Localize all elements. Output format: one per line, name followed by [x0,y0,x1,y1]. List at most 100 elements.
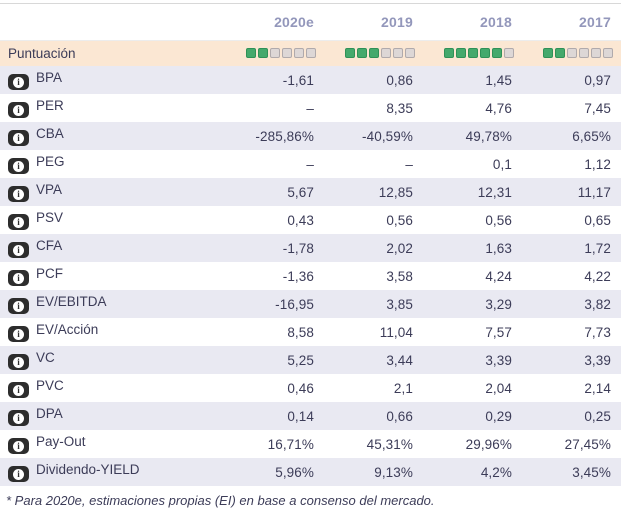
metric-value-2018: 4,76 [485,100,512,116]
metric-label-cell: i PVC [0,374,225,402]
score-cell-2019 [324,40,423,66]
metric-row: i BPA -1,61 0,86 1,45 0,97 [0,66,621,94]
score-square-empty [306,48,316,58]
info-icon[interactable]: i [8,74,29,91]
metric-label-cell: i Pay-Out [0,430,225,458]
metric-value-2020e: -285,86% [225,122,324,150]
metric-value-2018: 0,29 [423,402,522,430]
metric-label-cell: i VPA [0,178,225,206]
metric-label-cell: i PCF [0,262,225,290]
metric-label: PER [36,97,64,113]
metric-label-cell: i EV/EBITDA [0,290,225,318]
metric-value-2019: 45,31% [366,436,413,452]
metric-value-2018: 29,96% [465,436,512,452]
metric-label: PEG [36,153,65,169]
info-icon[interactable]: i [8,102,29,119]
info-icon-glyph: i [13,76,24,88]
info-icon[interactable]: i [8,382,29,399]
score-square-empty [567,48,577,58]
metric-value-2020e: 0,14 [225,402,324,430]
info-icon-glyph: i [13,440,24,452]
year-header-2020e: 2020e [225,3,324,41]
metric-value-2019: 12,85 [324,178,423,206]
score-row: Puntuación [0,40,621,66]
info-icon[interactable]: i [8,214,29,231]
metric-label-cell: i Dividendo-YIELD [0,458,225,486]
score-square-empty [282,48,292,58]
info-icon[interactable]: i [8,186,29,203]
info-icon[interactable]: i [8,158,29,175]
info-icon-glyph: i [13,104,24,116]
score-cell-2020e [225,40,324,66]
score-square-filled [456,48,466,58]
info-icon[interactable]: i [8,130,29,147]
metric-label: CFA [36,237,63,253]
info-icon-glyph: i [13,300,24,312]
metric-label: Dividendo-YIELD [36,461,140,477]
score-square-filled [258,48,268,58]
metric-value-2018: 4,24 [485,268,512,284]
metric-row: i Pay-Out 16,71% 45,31% 29,96% 27,45% [0,430,621,458]
metric-row: i PVC 0,46 2,1 2,04 2,14 [0,374,621,402]
metric-value-2017: 1,12 [584,156,611,172]
score-square-filled [246,48,256,58]
info-icon-glyph: i [13,468,24,480]
metric-label: PSV [36,209,64,225]
metric-value-2018: 1,45 [423,66,522,94]
metric-value-2018: 3,29 [423,290,522,318]
metric-value-2020e: -16,95 [225,290,324,318]
metric-value-2017: 7,45 [584,100,611,116]
metric-label-cell: i DPA [0,402,225,430]
metric-value-2020e: – [306,156,314,172]
metric-row: i EV/EBITDA -16,95 3,85 3,29 3,82 [0,290,621,318]
score-row-label: Puntuación [0,40,225,66]
metric-value-2019: 3,44 [324,346,423,374]
footnote: * Para 2020e, estimaciones propias (EI) … [6,493,435,508]
metric-label-cell: i CBA [0,122,225,150]
year-header-row: 2020e 2019 2018 2017 [0,3,621,41]
metric-label: CBA [36,125,64,141]
metric-value-2018: 0,56 [485,212,512,228]
metric-value-2019: 2,02 [324,234,423,262]
metric-label-cell: i VC [0,346,225,374]
info-icon[interactable]: i [8,354,29,371]
info-icon[interactable]: i [8,270,29,287]
metric-row: i PER – 8,35 4,76 7,45 [0,94,621,122]
score-square-filled [480,48,490,58]
metric-value-2020e: – [306,100,314,116]
info-icon[interactable]: i [8,410,29,427]
info-icon[interactable]: i [8,298,29,315]
metric-value-2019: -40,59% [324,122,423,150]
info-icon-glyph: i [13,272,24,284]
score-square-empty [294,48,304,58]
metric-label: DPA [36,405,63,421]
metric-label-cell: i BPA [0,66,225,94]
score-cell-2017 [522,40,621,66]
metric-value-2017: 6,65% [522,122,621,150]
metric-row: i CFA -1,78 2,02 1,63 1,72 [0,234,621,262]
metric-value-2017: 1,72 [522,234,621,262]
info-icon[interactable]: i [8,242,29,259]
metric-value-2019: 0,66 [324,402,423,430]
info-icon[interactable]: i [8,326,29,343]
score-square-empty [381,48,391,58]
metric-row: i EV/Acción 8,58 11,04 7,57 7,73 [0,318,621,346]
score-square-empty [504,48,514,58]
metric-value-2020e: -1,61 [225,66,324,94]
score-square-filled [357,48,367,58]
info-icon[interactable]: i [8,466,29,483]
score-cell-2018 [423,40,522,66]
info-icon-glyph: i [13,244,24,256]
metric-value-2019: 8,35 [386,100,413,116]
metric-label: EV/Acción [36,321,99,337]
metric-label: PVC [36,377,64,393]
info-icon[interactable]: i [8,438,29,455]
info-icon-glyph: i [13,384,24,396]
metric-value-2020e: 5,96% [225,458,324,486]
metric-row: i PEG – – 0,1 1,12 [0,150,621,178]
metric-value-2017: 0,65 [584,212,611,228]
metric-label: PCF [36,265,63,281]
metric-value-2018: 3,39 [423,346,522,374]
metric-value-2017: 11,17 [522,178,621,206]
valuation-table: 2020e 2019 2018 2017 Puntuación i BPA -1,… [0,3,621,486]
